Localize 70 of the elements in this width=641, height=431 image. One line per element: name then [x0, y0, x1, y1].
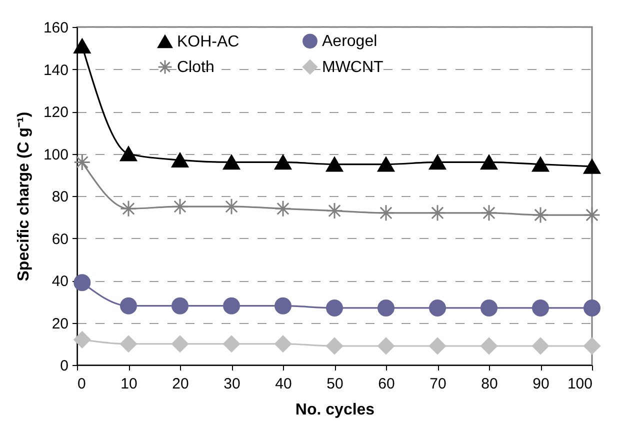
y-tick-label: 60	[52, 230, 68, 248]
point	[480, 154, 498, 170]
point	[274, 297, 292, 314]
point	[223, 154, 240, 170]
point	[480, 204, 498, 222]
point	[326, 337, 343, 354]
point	[172, 152, 188, 168]
point	[172, 198, 188, 216]
legend-label: Cloth	[177, 59, 214, 76]
y-tick-label: 140	[43, 62, 68, 79]
point	[480, 337, 498, 354]
y-tick-label: 120	[43, 104, 68, 121]
point	[326, 299, 343, 316]
x-tick-label: 70	[430, 376, 446, 392]
point	[584, 158, 600, 174]
point	[584, 299, 600, 316]
point	[429, 337, 446, 354]
y-tick-label: 80	[52, 188, 68, 206]
point	[74, 274, 91, 292]
point	[274, 335, 292, 352]
point	[120, 200, 137, 218]
point	[326, 202, 343, 220]
x-tick-label: 90	[532, 376, 550, 392]
point	[74, 331, 91, 348]
point	[74, 38, 91, 54]
point	[532, 299, 549, 316]
point	[532, 337, 549, 354]
point	[274, 154, 292, 170]
y-tick-label: 20	[52, 315, 68, 332]
x-tick-label: 50	[326, 376, 344, 392]
point	[172, 335, 188, 352]
point	[378, 156, 394, 172]
point	[584, 206, 600, 224]
y-tick-label: 40	[52, 273, 68, 290]
point	[223, 198, 240, 216]
point	[378, 337, 394, 354]
point	[120, 146, 137, 162]
legend-label: KOH-AC	[177, 34, 240, 51]
point	[584, 337, 600, 354]
point	[274, 200, 292, 218]
x-tick-label: 0	[78, 376, 86, 392]
point	[74, 154, 91, 171]
x-tick-label: 20	[172, 376, 189, 392]
point	[532, 206, 549, 224]
legend-label: Aerogel	[322, 33, 378, 50]
x-tick-label: 100	[567, 376, 592, 392]
y-tick-label: 100	[43, 146, 68, 164]
y-tick-label: 160	[43, 20, 68, 36]
y-tick-label: 0	[60, 358, 68, 374]
legend-label: MWCNT	[322, 59, 384, 76]
point	[223, 335, 240, 352]
x-axis-title: No. cycles	[295, 402, 375, 418]
point	[378, 204, 394, 222]
x-tick-label: 80	[481, 376, 498, 392]
x-tick-label: 40	[275, 376, 292, 392]
x-tick-label: 60	[378, 376, 395, 392]
point	[429, 299, 446, 316]
point	[172, 297, 188, 314]
point	[480, 299, 498, 316]
point	[120, 297, 137, 314]
point	[120, 335, 137, 352]
point	[223, 297, 240, 314]
point	[326, 156, 343, 172]
x-tick-label: 10	[120, 376, 138, 392]
y-axis-title: Specific charge (C g⁻¹)	[15, 112, 32, 282]
x-tick-label: 30	[224, 376, 240, 392]
point	[429, 204, 446, 222]
point	[378, 299, 394, 316]
point	[429, 154, 446, 170]
point	[532, 156, 549, 172]
